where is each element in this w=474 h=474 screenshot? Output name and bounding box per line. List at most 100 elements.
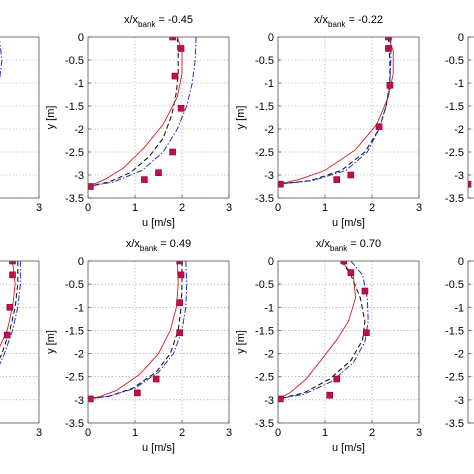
series-black-dash: [278, 261, 366, 400]
data-marker: [347, 269, 355, 276]
data-marker: [171, 72, 179, 80]
y-tick-label: -3: [74, 170, 84, 182]
y-tick-label: -1.5: [445, 325, 464, 337]
series-blue-dashdot: [278, 37, 392, 185]
title-prefix: x/x: [124, 14, 139, 26]
x-tick-label: 0: [275, 202, 281, 214]
y-tick-label: -3: [264, 170, 274, 182]
data-marker: [347, 171, 355, 179]
plot-area: [278, 37, 419, 198]
series-black-dash: [0, 261, 19, 360]
panel-6: 0 1 2 3 0 -0.5 -1 -1.5 -2 -2.5 -3 -3.5 u [m/s] y [m] x…: [45, 238, 232, 454]
y-tick-label: 0: [78, 32, 84, 44]
data-marker: [134, 389, 141, 397]
title-subscript: bank: [330, 244, 348, 253]
y-tick-label: -2.5: [65, 372, 84, 384]
series-blue-dashdot: [278, 261, 369, 400]
axes-frame: [0, 36, 40, 199]
series-black-dash: [88, 37, 179, 188]
axes-frame: [467, 36, 474, 199]
x-tick-label: 0: [85, 427, 91, 439]
data-marker: [3, 331, 11, 339]
panel-1: 3: [0, 36, 42, 214]
data-marker: [386, 82, 394, 89]
y-tick-label: -0.5: [65, 279, 84, 291]
y-tick-label: 0: [458, 256, 464, 268]
plot-area: [278, 261, 419, 423]
series-black-dash: [278, 37, 391, 185]
title-prefix: x/x: [314, 14, 329, 26]
y-tick-label: -3: [74, 395, 84, 407]
data-marker: [169, 37, 176, 41]
x-tick-label: 3: [36, 427, 42, 439]
y-tick-label: -3.5: [65, 418, 84, 430]
x-tick-label: 3: [416, 427, 422, 439]
y-tick-label: -3.5: [445, 193, 464, 205]
x-axis-label: u [m/s]: [142, 442, 175, 454]
y-tick-label: -2.5: [255, 147, 274, 159]
y-tick-label: 0: [458, 32, 464, 44]
data-marker: [88, 395, 94, 403]
data-marker: [176, 299, 183, 306]
data-marker: [169, 148, 176, 156]
y-tick-label: -2: [454, 349, 464, 361]
title-prefix: x/x: [316, 238, 331, 250]
data-marker: [340, 261, 348, 265]
data-marker: [152, 375, 160, 383]
data-marker: [155, 169, 162, 176]
title-subscript: bank: [328, 20, 346, 29]
title-value: = 0.49: [157, 238, 191, 250]
data-marker: [177, 271, 185, 279]
title-value: = 0.70: [347, 238, 381, 250]
plot-area: [0, 37, 39, 198]
axes-frame: [277, 36, 420, 199]
data-marker: [375, 123, 383, 130]
y-tick-label: -1.5: [255, 325, 274, 337]
x-axis-label: u [m/s]: [332, 217, 365, 229]
title-subscript: bank: [138, 20, 156, 29]
y-tick-label: -2: [264, 124, 274, 136]
y-tick-label: -1: [74, 302, 84, 314]
data-marker: [385, 37, 392, 41]
axes-frame: [0, 260, 40, 424]
y-tick-label: -1: [454, 78, 464, 90]
data-marker: [9, 261, 16, 265]
y-tick-label: -1.5: [65, 101, 84, 113]
data-marker: [278, 180, 284, 188]
x-tick-label: 2: [369, 202, 375, 214]
y-tick-label: -2.5: [445, 147, 464, 159]
y-tick-label: -1.5: [65, 325, 84, 337]
y-tick-label: -0.5: [445, 55, 464, 67]
y-tick-label: -3.5: [445, 418, 464, 430]
data-marker: [177, 45, 185, 52]
y-tick-label: 0: [268, 32, 274, 44]
plot-area: [88, 261, 229, 423]
series-blue-dashdot: [88, 37, 197, 187]
panel-8: 0 -0.5 -1 -1.5 -2 -2.5 -3 -3.5: [445, 256, 474, 430]
y-tick-label: -1: [74, 78, 84, 90]
data-marker: [361, 287, 369, 295]
plot-area: [88, 37, 229, 198]
data-marker: [333, 176, 341, 183]
axes-frame: [87, 36, 230, 199]
data-marker: [385, 45, 392, 52]
x-tick-label: 3: [36, 202, 42, 214]
series-red-solid: [88, 261, 179, 400]
data-marker: [141, 176, 148, 183]
series-red-solid: [278, 37, 394, 185]
y-tick-label: -3.5: [255, 418, 274, 430]
panel-title: x/xbank = 0.70: [316, 238, 381, 253]
y-tick-label: -1.5: [445, 101, 464, 113]
series-blue-dashdot: [88, 261, 188, 400]
plot-area: [468, 261, 474, 423]
x-tick-label: 1: [132, 202, 138, 214]
panel-title: x/xbank = 0.49: [126, 238, 191, 253]
y-tick-label: -2: [74, 124, 84, 136]
data-marker: [176, 329, 183, 337]
y-tick-label: -2.5: [255, 372, 274, 384]
y-tick-label: -2.5: [445, 372, 464, 384]
y-axis-label: y [m]: [235, 330, 247, 354]
x-tick-label: 1: [132, 427, 138, 439]
y-axis-label: y [m]: [235, 106, 247, 130]
panel-2: 0 1 2 3 0 -0.5 -1 -1.5 -2 -2.5 -3 -3.5 u [m/s] y [m] x…: [45, 14, 232, 229]
